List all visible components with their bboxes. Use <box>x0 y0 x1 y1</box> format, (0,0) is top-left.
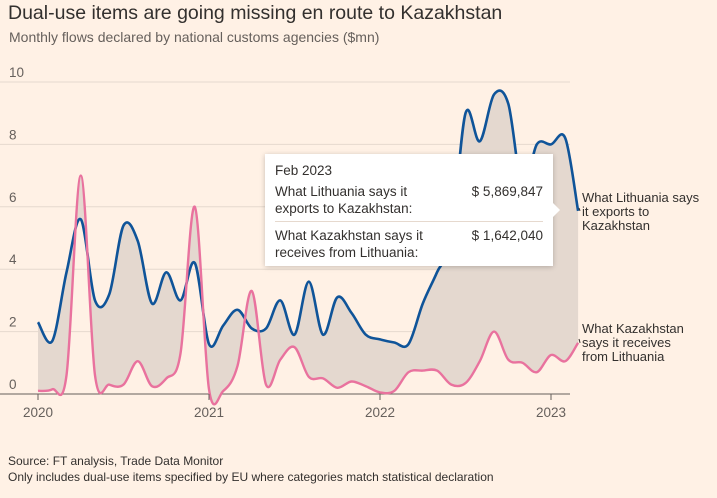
x-tick-label: 2020 <box>23 405 53 420</box>
tooltip-row-kazakhstan: What Kazakhstan says it receives from Li… <box>275 227 543 263</box>
lithuania-label: What Lithuania says it exports to Kazakhst… <box>582 190 700 233</box>
tooltip-divider <box>275 221 543 222</box>
y-tick-label: 6 <box>9 190 17 205</box>
data-tooltip: Feb 2023 What Lithuania says it exports … <box>265 154 560 266</box>
series-lines <box>36 89 580 406</box>
series-labels: What Lithuania says it exports to Kazakhst… <box>578 190 700 364</box>
y-tick-label: 4 <box>9 252 17 267</box>
lithuania-label-line: Kazakhstan <box>582 218 650 233</box>
source-note: Source: FT analysis, Trade Data Monitor <box>8 454 224 468</box>
kazakhstan-leader <box>578 338 581 343</box>
tooltip-lithuania-label: What Lithuania says it exports to Kazakh… <box>275 184 413 216</box>
chart-title: Dual-use items are going missing en rout… <box>8 2 503 24</box>
lithuania-leader <box>578 207 581 212</box>
lithuania-label-line: What Lithuania says <box>582 190 700 205</box>
kazakhstan-label: What Kazakhstan says it receives from Lith… <box>582 321 684 364</box>
axis-ticks: 0 2 4 6 8 10 2020 2021 2022 2023 <box>9 65 566 420</box>
chart-subtitle: Monthly flows declared by national custo… <box>9 29 380 45</box>
gap-area <box>38 90 579 405</box>
x-tick-label: 2021 <box>194 405 224 420</box>
lithuania-label-line: it exports to <box>582 204 649 219</box>
gap-shading <box>38 90 579 405</box>
tooltip-date: Feb 2023 <box>275 163 333 178</box>
tooltip-kazakhstan-value: $ 1,642,040 <box>471 228 543 243</box>
y-tick-label: 8 <box>9 127 17 142</box>
y-tick-label: 10 <box>9 65 24 80</box>
y-tick-label: 2 <box>9 315 17 330</box>
kazakhstan-line <box>37 174 580 406</box>
tooltip-kazakhstan-label: What Kazakhstan says it receives from Li… <box>275 228 423 260</box>
kazakhstan-label-line: says it receives <box>582 335 671 350</box>
lithuania-line <box>36 89 580 349</box>
kazakhstan-label-line: What Kazakhstan <box>582 321 684 336</box>
footnote: Only includes dual-use items specified b… <box>8 470 494 484</box>
tooltip-pointer <box>553 203 560 217</box>
tooltip-row-lithuania: What Lithuania says it exports to Kazakh… <box>275 183 543 219</box>
tooltip-lithuania-value: $ 5,869,847 <box>471 184 543 199</box>
x-tick-label: 2023 <box>536 405 566 420</box>
x-tick-label: 2022 <box>365 405 395 420</box>
kazakhstan-label-line: from Lithuania <box>582 349 665 364</box>
y-tick-label: 0 <box>9 377 17 392</box>
